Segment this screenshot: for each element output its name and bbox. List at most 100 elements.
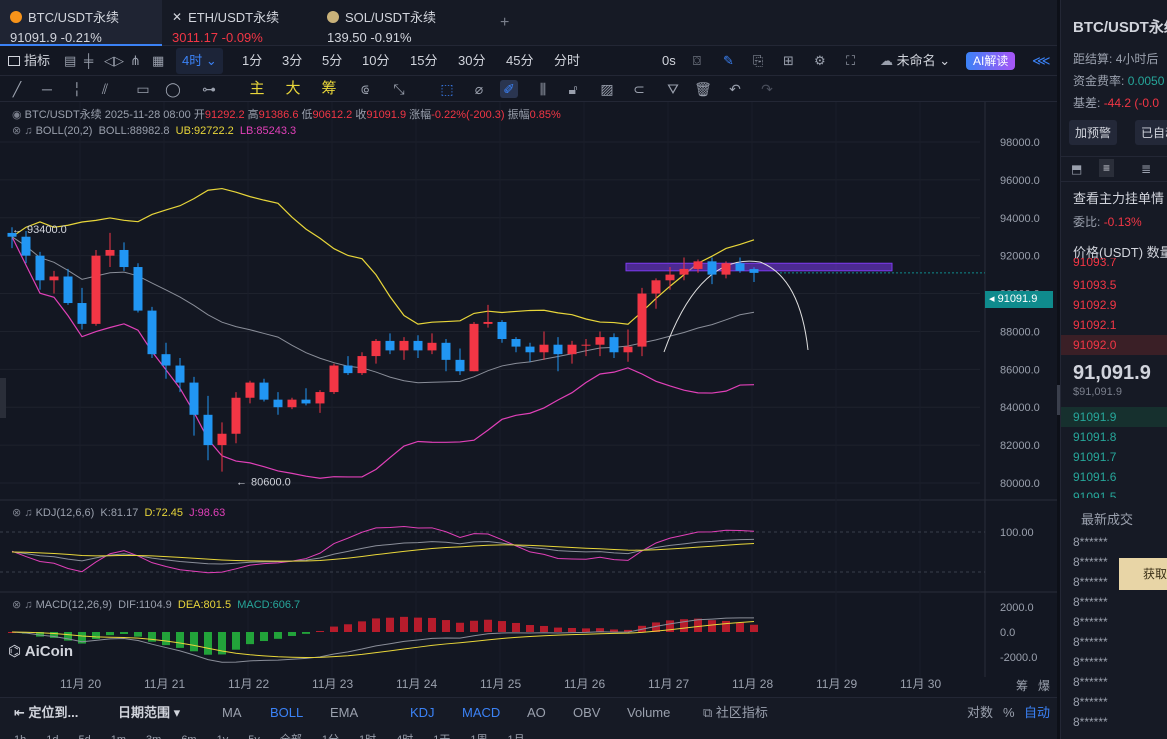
interval-1m[interactable]: 1分 — [242, 53, 263, 68]
collapse-icon[interactable]: ⊗ — [12, 507, 22, 519]
interval-10m[interactable]: 10分 — [362, 53, 390, 68]
line-tool-icon[interactable]: ╱ — [12, 81, 22, 97]
fullscreen-icon[interactable]: ⛶ — [846, 53, 856, 68]
vline-tool-icon[interactable]: ╎ — [72, 81, 82, 97]
interval-dropdown[interactable]: 4时 ⌄ — [176, 48, 223, 74]
big-order-button[interactable]: 大 — [285, 80, 301, 97]
quick-range-item[interactable]: 1y — [217, 734, 229, 739]
indicators-button[interactable]: 指标 — [8, 46, 50, 76]
filter-icon[interactable]: ⊞ — [783, 53, 794, 68]
measure-tool-icon[interactable]: ⤡ — [393, 81, 405, 97]
bid-row[interactable]: 91091.7 — [1073, 450, 1117, 464]
quick-range-item[interactable]: 1h — [14, 734, 26, 739]
depth-both-icon[interactable]: ⬒ — [1071, 162, 1083, 176]
hline-tool-icon[interactable]: ─ — [42, 81, 52, 97]
quick-range-item[interactable]: 3m — [146, 734, 161, 739]
locate-button[interactable]: ⇤ 定位到... — [14, 698, 78, 728]
compare-icon[interactable]: ◁▷ — [104, 53, 124, 68]
layout-dropdown[interactable]: ☁ 未命名 ⌄ — [880, 46, 950, 76]
legend-eye-icon[interactable]: ◉ — [12, 109, 22, 121]
ask-row[interactable]: 91092.1 — [1073, 318, 1117, 332]
add-alert-button[interactable]: 加预警 — [1069, 120, 1118, 145]
ind-kdj[interactable]: KDJ — [410, 705, 435, 720]
share-chart-icon[interactable]: ⎘ — [753, 53, 764, 68]
depth-bids-icon[interactable]: ≡ — [1099, 159, 1115, 177]
save-tool-icon[interactable]: ▨ — [600, 81, 614, 97]
undo-icon[interactable]: ↶ — [729, 81, 741, 97]
percent-scale-button[interactable]: % — [1003, 705, 1015, 720]
quick-range-item[interactable]: 1分 — [322, 734, 339, 739]
interval-3m[interactable]: 3分 — [282, 53, 303, 68]
lock-icon[interactable]: 🔓︎ — [568, 81, 578, 97]
bid-row[interactable]: 91091.9 — [1061, 407, 1167, 427]
redo-icon[interactable]: ↷ — [761, 81, 773, 97]
ind-boll[interactable]: BOLL — [270, 705, 304, 720]
pen-icon[interactable]: ✎ — [723, 53, 734, 68]
close-icon[interactable]: ✕ — [172, 9, 183, 24]
cursor-tool-icon[interactable]: ⬚ — [440, 81, 454, 97]
zero-s-button[interactable]: 0s — [662, 53, 676, 68]
rect-tool-icon[interactable]: ▭ — [136, 81, 150, 97]
auto-scale-button[interactable]: 自动 — [1024, 705, 1051, 720]
community-indicators[interactable]: ⧉ 社区指标 — [703, 698, 768, 728]
main-force-button[interactable]: 主 — [249, 80, 265, 97]
ask-row[interactable]: 91093.5 — [1073, 278, 1117, 292]
ruler-tool-icon[interactable]: ⌀ — [474, 81, 484, 97]
ask-row[interactable]: 91092.9 — [1073, 298, 1117, 312]
quick-range-item[interactable]: 1天 — [433, 734, 450, 739]
tab-btc[interactable]: BTC/USDT永续 91091.9 -0.21% — [0, 0, 162, 46]
tab-sol[interactable]: SOL/USDT永续 139.50 -0.91% — [317, 0, 477, 46]
collapse-icon[interactable]: ⊗ — [12, 599, 22, 611]
interval-timeline[interactable]: 分时 — [554, 53, 581, 68]
candles-tool-icon[interactable]: ⫼ — [539, 81, 547, 97]
brush-tool-icon[interactable]: ✐ — [500, 80, 518, 98]
template-icon[interactable]: ▤ — [64, 53, 77, 68]
settings-icon[interactable]: ⚙ — [814, 53, 826, 68]
ind-obv[interactable]: OBV — [573, 705, 601, 720]
camera-icon[interactable]: ⌼ — [693, 53, 701, 68]
ask-row[interactable]: 91092.0 — [1061, 335, 1167, 355]
magnet-icon[interactable]: ⊂ — [633, 81, 645, 97]
ind-volume[interactable]: Volume — [627, 705, 671, 720]
ind-ma[interactable]: MA — [222, 705, 242, 720]
chips-button[interactable]: 筹 — [321, 80, 337, 97]
adjust-icon[interactable]: ⋔ — [130, 53, 141, 68]
quick-range-item[interactable]: 5d — [79, 734, 91, 739]
log-scale-button[interactable]: 对数 — [967, 705, 994, 720]
ask-row[interactable]: 91093.7 — [1073, 258, 1117, 269]
funnel-icon[interactable]: ⛛ — [667, 81, 679, 97]
bell-icon[interactable]: ♫ — [24, 125, 33, 137]
grid-icon[interactable]: ▦ — [152, 53, 165, 68]
tab-eth[interactable]: ✕ ETH/USDT永续 3011.17 -0.09% — [162, 0, 317, 46]
chips-axis-button[interactable]: 筹 — [1016, 679, 1029, 693]
get-button[interactable]: 获取 — [1119, 558, 1167, 590]
explode-axis-button[interactable]: 爆 — [1038, 679, 1051, 693]
depth-asks-icon[interactable]: ≣ — [1141, 162, 1152, 176]
interval-15m[interactable]: 15分 — [410, 53, 438, 68]
dots-tool-icon[interactable]: ⊶ — [202, 81, 216, 97]
bid-row[interactable]: 91091.5 — [1073, 490, 1117, 498]
quick-range-item[interactable]: 1月 — [507, 734, 524, 739]
quick-range-item[interactable]: 1周 — [470, 734, 487, 739]
trades-title[interactable]: 最新成交 — [1081, 512, 1134, 527]
trash-icon[interactable]: 🗑︎ — [694, 81, 712, 97]
channel-tool-icon[interactable]: ⫽ — [101, 81, 109, 97]
quick-range-item[interactable]: 全部 — [280, 734, 302, 739]
interval-30m[interactable]: 30分 — [458, 53, 486, 68]
bid-row[interactable]: 91091.8 — [1073, 430, 1117, 444]
depth-title[interactable]: 查看主力挂单情 — [1073, 191, 1165, 206]
share-icon[interactable]: ⋘ — [1032, 53, 1051, 68]
ind-ema[interactable]: EMA — [330, 705, 359, 720]
quick-range-item[interactable]: 6m — [181, 734, 196, 739]
auto-button[interactable]: 已自动 — [1135, 120, 1167, 145]
ind-macd[interactable]: MACD — [462, 705, 501, 720]
chart-area[interactable]: 98000.096000.094000.092000.090000.088000… — [0, 102, 1057, 697]
interval-5m[interactable]: 5分 — [322, 53, 343, 68]
add-tab-button[interactable]: + — [500, 14, 510, 31]
circle-tool-icon[interactable]: ◯ — [165, 81, 181, 97]
divider-handle[interactable] — [1057, 385, 1060, 415]
quick-range-item[interactable]: 1d — [46, 734, 58, 739]
bell-icon[interactable]: ♫ — [24, 599, 33, 611]
quick-range-item[interactable]: 5y — [248, 734, 260, 739]
ai-analysis-button[interactable]: AI解读 — [966, 52, 1016, 70]
